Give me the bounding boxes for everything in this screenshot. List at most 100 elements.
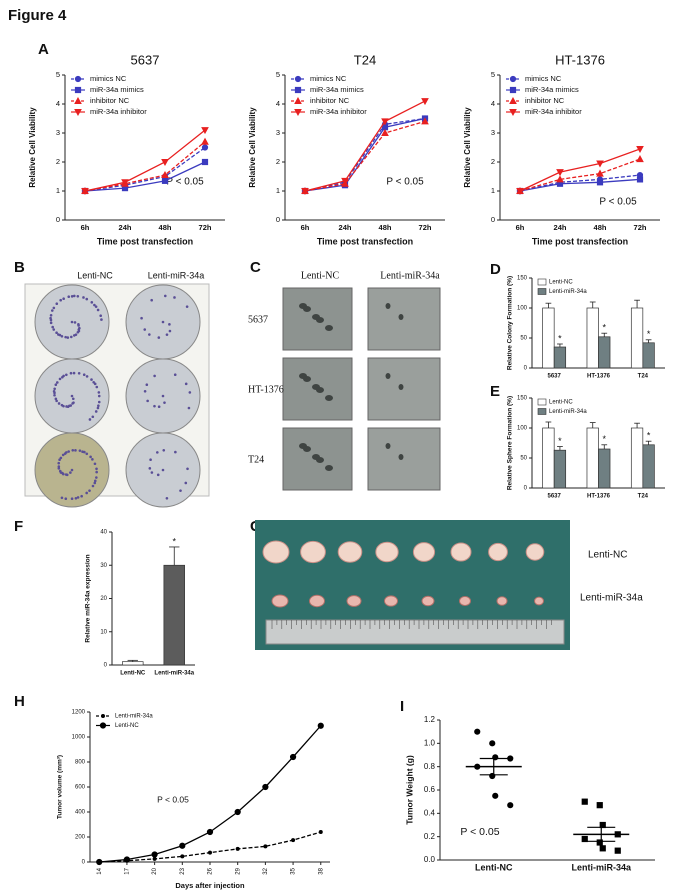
- sphere: [316, 387, 324, 393]
- colony: [156, 473, 160, 477]
- marker: [206, 828, 214, 836]
- legend-label: miR-34a inhibitor: [310, 107, 367, 116]
- legend-swatch: [537, 398, 547, 406]
- colony: [149, 458, 152, 462]
- y-tick-label: 3: [56, 128, 60, 137]
- marker: [294, 109, 302, 117]
- colony: [50, 309, 54, 312]
- marker: [74, 109, 82, 117]
- colony: [60, 496, 64, 500]
- y-tick-label: 5: [276, 70, 280, 79]
- marker: [556, 169, 564, 177]
- y-axis-label: Tumor volume (mm³): [57, 755, 64, 819]
- sphere-image: [367, 287, 441, 351]
- colony: [80, 494, 83, 498]
- colony: [85, 375, 89, 378]
- colony: [74, 449, 77, 452]
- series-line: [84, 161, 206, 192]
- y-tick-label: 0: [276, 215, 280, 224]
- y-tick-label: 1: [56, 186, 60, 195]
- colony: [94, 410, 98, 413]
- x-tick-label: 32: [263, 867, 269, 874]
- tumor: [384, 595, 398, 607]
- tumor: [525, 543, 545, 561]
- colony: [161, 394, 165, 398]
- marker: [509, 109, 517, 117]
- sphere: [303, 376, 311, 382]
- colony: [62, 297, 65, 301]
- y-tick-label: 1200: [72, 710, 86, 716]
- colony: [63, 452, 67, 455]
- colony: [91, 415, 95, 419]
- y-tick-label: 0: [524, 366, 528, 372]
- tumor: [412, 542, 436, 562]
- marker: [201, 127, 209, 135]
- colony: [77, 328, 81, 331]
- colony: [52, 306, 56, 310]
- series-line: [519, 158, 641, 192]
- legend-label: Lenti-miR-34a: [549, 409, 587, 415]
- colony: [70, 320, 74, 324]
- colony: [64, 335, 67, 339]
- marker: [596, 160, 604, 168]
- panel-letter: H: [14, 693, 25, 710]
- significance-label: *: [558, 333, 562, 343]
- colony: [165, 333, 169, 336]
- colony: [65, 373, 68, 377]
- colony: [61, 471, 64, 475]
- legend-label: miR-34a inhibitor: [525, 107, 582, 116]
- colony: [90, 301, 94, 304]
- colony: [69, 371, 73, 375]
- x-tick-label: 24h: [339, 223, 352, 232]
- bar: [586, 307, 599, 369]
- colony: [53, 387, 56, 391]
- y-tick-label: 3: [276, 128, 280, 137]
- colony: [91, 458, 94, 461]
- sphere-image: [367, 427, 441, 491]
- marker: [596, 169, 604, 177]
- colony: [49, 318, 53, 322]
- x-tick-label: 5637: [547, 374, 561, 380]
- y-tick-label: 0: [104, 663, 108, 669]
- colony: [96, 308, 100, 312]
- x-axis-label: Time post transfection: [532, 236, 628, 246]
- panel-letter: E: [490, 383, 500, 400]
- colony: [49, 321, 53, 325]
- x-tick-label: 26: [208, 867, 214, 874]
- y-tick-label: 1: [276, 186, 280, 195]
- y-axis-label: Relative Sphere Formation (%): [507, 396, 514, 490]
- marker: [152, 856, 157, 861]
- colony: [71, 397, 75, 401]
- tumor: [459, 596, 471, 606]
- column-label: Lenti-NC: [77, 270, 113, 280]
- colony: [49, 314, 53, 317]
- marker: [161, 177, 169, 184]
- legend-label: miR-34a inhibitor: [90, 107, 147, 116]
- y-tick-label: 2: [56, 157, 60, 166]
- colony: [76, 294, 80, 298]
- series-line: [84, 146, 206, 192]
- x-tick-label: 17: [125, 867, 131, 874]
- series-line: [519, 174, 641, 192]
- y-tick-label: 0: [56, 215, 60, 224]
- marker: [421, 98, 429, 106]
- x-tick-label: 6h: [301, 223, 310, 232]
- legend-label: Lenti-NC: [549, 400, 573, 406]
- colony: [64, 497, 68, 501]
- x-tick-label: 20: [152, 867, 158, 874]
- marker: [381, 118, 389, 126]
- marker: [180, 854, 185, 859]
- marker: [509, 75, 517, 83]
- colony: [97, 391, 101, 394]
- colony: [140, 316, 143, 320]
- marker: [596, 802, 603, 809]
- y-tick-label: 1: [491, 186, 495, 195]
- y-tick-label: 0.2: [424, 832, 436, 841]
- x-tick-label: 48h: [159, 223, 172, 232]
- y-tick-label: 0: [82, 860, 86, 866]
- colony: [93, 303, 96, 307]
- tumor: [271, 594, 289, 608]
- sphere: [325, 465, 333, 471]
- colony: [71, 402, 74, 405]
- colony: [73, 321, 77, 324]
